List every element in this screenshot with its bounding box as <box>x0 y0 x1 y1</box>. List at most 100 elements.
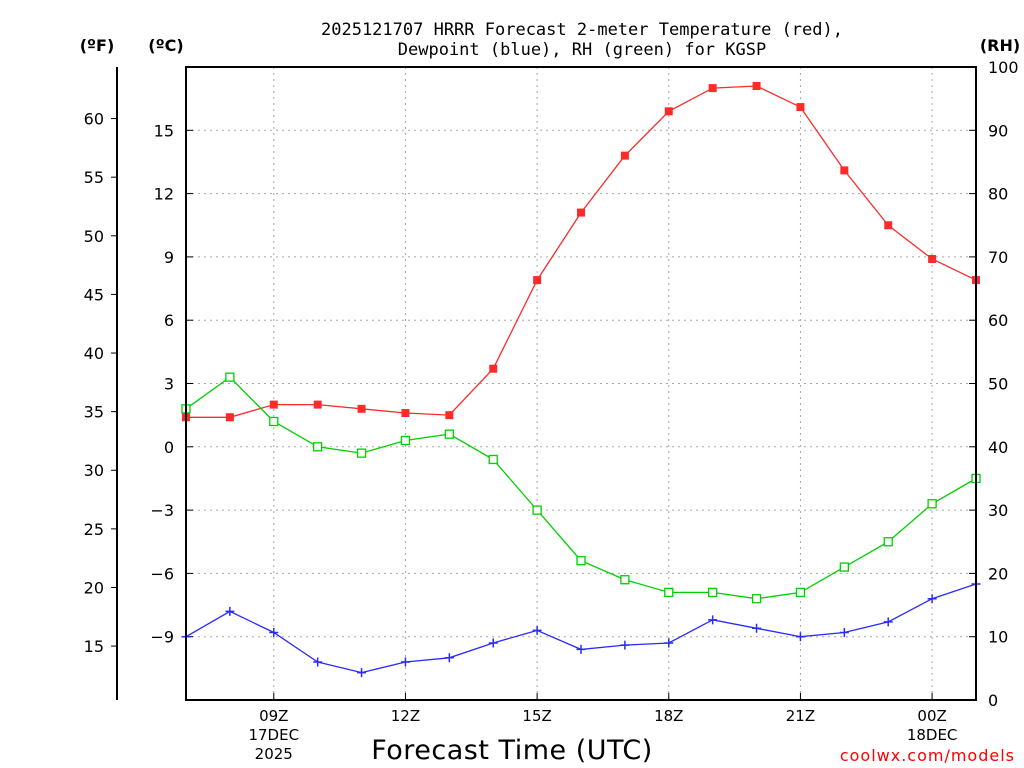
fahrenheit-tick-label: 55 <box>84 168 104 187</box>
rh-tick-label: 90 <box>988 121 1008 140</box>
temperature-point <box>313 400 322 409</box>
temperature-point <box>840 166 849 175</box>
celsius-tick-label: −6 <box>150 564 174 583</box>
dewpoint-point <box>664 638 674 648</box>
dewpoint-point <box>357 668 367 678</box>
rh-tick-label: 0 <box>988 691 998 710</box>
rh-point <box>664 587 674 598</box>
rh-point <box>751 594 762 604</box>
celsius-axis-label: (ºC) <box>148 36 183 55</box>
temperature-point <box>489 364 498 373</box>
temperature-point <box>620 151 629 160</box>
rh-point <box>708 587 718 598</box>
celsius-tick-label: −3 <box>150 501 174 520</box>
rh-tick-label: 10 <box>988 628 1008 647</box>
temperature-point <box>577 208 585 217</box>
rh-point <box>269 416 279 427</box>
rh-point <box>488 454 498 465</box>
rh-point <box>839 562 849 572</box>
dewpoint-point <box>576 644 586 654</box>
dewpoint-point <box>927 594 937 604</box>
rh-point <box>225 372 235 382</box>
celsius-tick-label: 9 <box>164 248 174 267</box>
celsius-tick-label: −9 <box>150 628 174 647</box>
dewpoint-point <box>708 615 718 625</box>
rh-tick-label: 20 <box>988 564 1008 583</box>
grid <box>186 67 976 700</box>
x-tick-date: 17DEC <box>248 726 299 744</box>
rh-point <box>532 505 542 515</box>
fahrenheit-tick-label: 60 <box>84 110 104 129</box>
rh-point <box>927 499 937 509</box>
series <box>181 81 981 678</box>
rh-tick-label: 100 <box>988 58 1019 77</box>
rh-tick-label: 70 <box>988 248 1008 267</box>
rh-point <box>356 448 367 458</box>
x-tick-label: 00Z <box>917 707 946 725</box>
rh-point <box>400 435 411 446</box>
rh-point <box>444 429 454 439</box>
temperature-point <box>796 103 805 112</box>
rh-point <box>795 587 806 598</box>
temperature-point <box>445 411 454 420</box>
x-tick-label: 12Z <box>391 707 420 725</box>
dewpoint-point <box>313 657 323 667</box>
dewpoint-point <box>752 623 762 633</box>
rh-point <box>620 575 630 585</box>
x-tick-label: 21Z <box>786 707 815 725</box>
dewpoint-point <box>532 625 542 635</box>
dewpoint-line <box>185 583 977 674</box>
temperature-point <box>269 400 278 409</box>
temperature-point <box>928 255 937 264</box>
rh-point <box>576 556 586 566</box>
celsius-tick-label: 15 <box>154 121 174 140</box>
fahrenheit-tick-label: 50 <box>84 227 104 246</box>
rh-line <box>185 376 977 600</box>
x-tick-label: 18Z <box>654 707 683 725</box>
dewpoint-point <box>400 657 410 667</box>
celsius-tick-label: 0 <box>164 438 174 457</box>
fahrenheit-tick-label: 25 <box>84 520 104 539</box>
temperature-point <box>357 404 366 413</box>
x-axis-label: Forecast Time (UTC) <box>371 735 653 766</box>
temperature-line <box>186 85 977 418</box>
chart-title-line2: Dewpoint (blue), RH (green) for KGSP <box>398 40 766 60</box>
fahrenheit-axis-label: (ºF) <box>80 36 115 55</box>
dewpoint-point <box>795 632 805 642</box>
rh-tick-label: 60 <box>988 311 1008 330</box>
temperature-point <box>884 221 893 230</box>
dewpoint-point <box>839 627 849 637</box>
dewpoint-point <box>620 640 630 650</box>
rh-tick-label: 40 <box>988 438 1008 457</box>
plot-frame <box>185 66 977 701</box>
rh-point <box>883 537 893 547</box>
celsius-tick-label: 6 <box>164 311 174 330</box>
celsius-tick-label: 12 <box>154 185 174 204</box>
dewpoint-point <box>225 606 235 616</box>
fahrenheit-tick-label: 40 <box>84 344 104 363</box>
temperature-point <box>401 409 410 418</box>
celsius-tick-label: 3 <box>164 375 174 394</box>
fahrenheit-tick-label: 20 <box>84 578 104 597</box>
temperature-point <box>533 276 542 285</box>
rh-tick-label: 30 <box>988 501 1008 520</box>
dewpoint-point <box>488 638 498 648</box>
fahrenheit-tick-label: 15 <box>84 637 104 656</box>
dewpoint-point <box>269 627 279 637</box>
dewpoint-point <box>444 653 454 663</box>
temperature-point <box>708 84 717 93</box>
fahrenheit-tick-label: 35 <box>84 403 104 422</box>
rh-tick-label: 50 <box>988 375 1008 394</box>
x-tick-date: 18DEC <box>907 726 958 744</box>
fahrenheit-tick-label: 45 <box>84 285 104 304</box>
temperature-point <box>664 107 673 116</box>
fahrenheit-tick-label: 30 <box>84 461 104 480</box>
rh-tick-label: 80 <box>988 185 1008 204</box>
chart-title-line1: 2025121707 HRRR Forecast 2-meter Tempera… <box>321 20 843 40</box>
x-tick-year: 2025 <box>255 745 293 763</box>
x-tick-label: 15Z <box>522 707 551 725</box>
temperature-point <box>225 413 234 422</box>
rh-axis-label: (RH) <box>980 36 1020 55</box>
